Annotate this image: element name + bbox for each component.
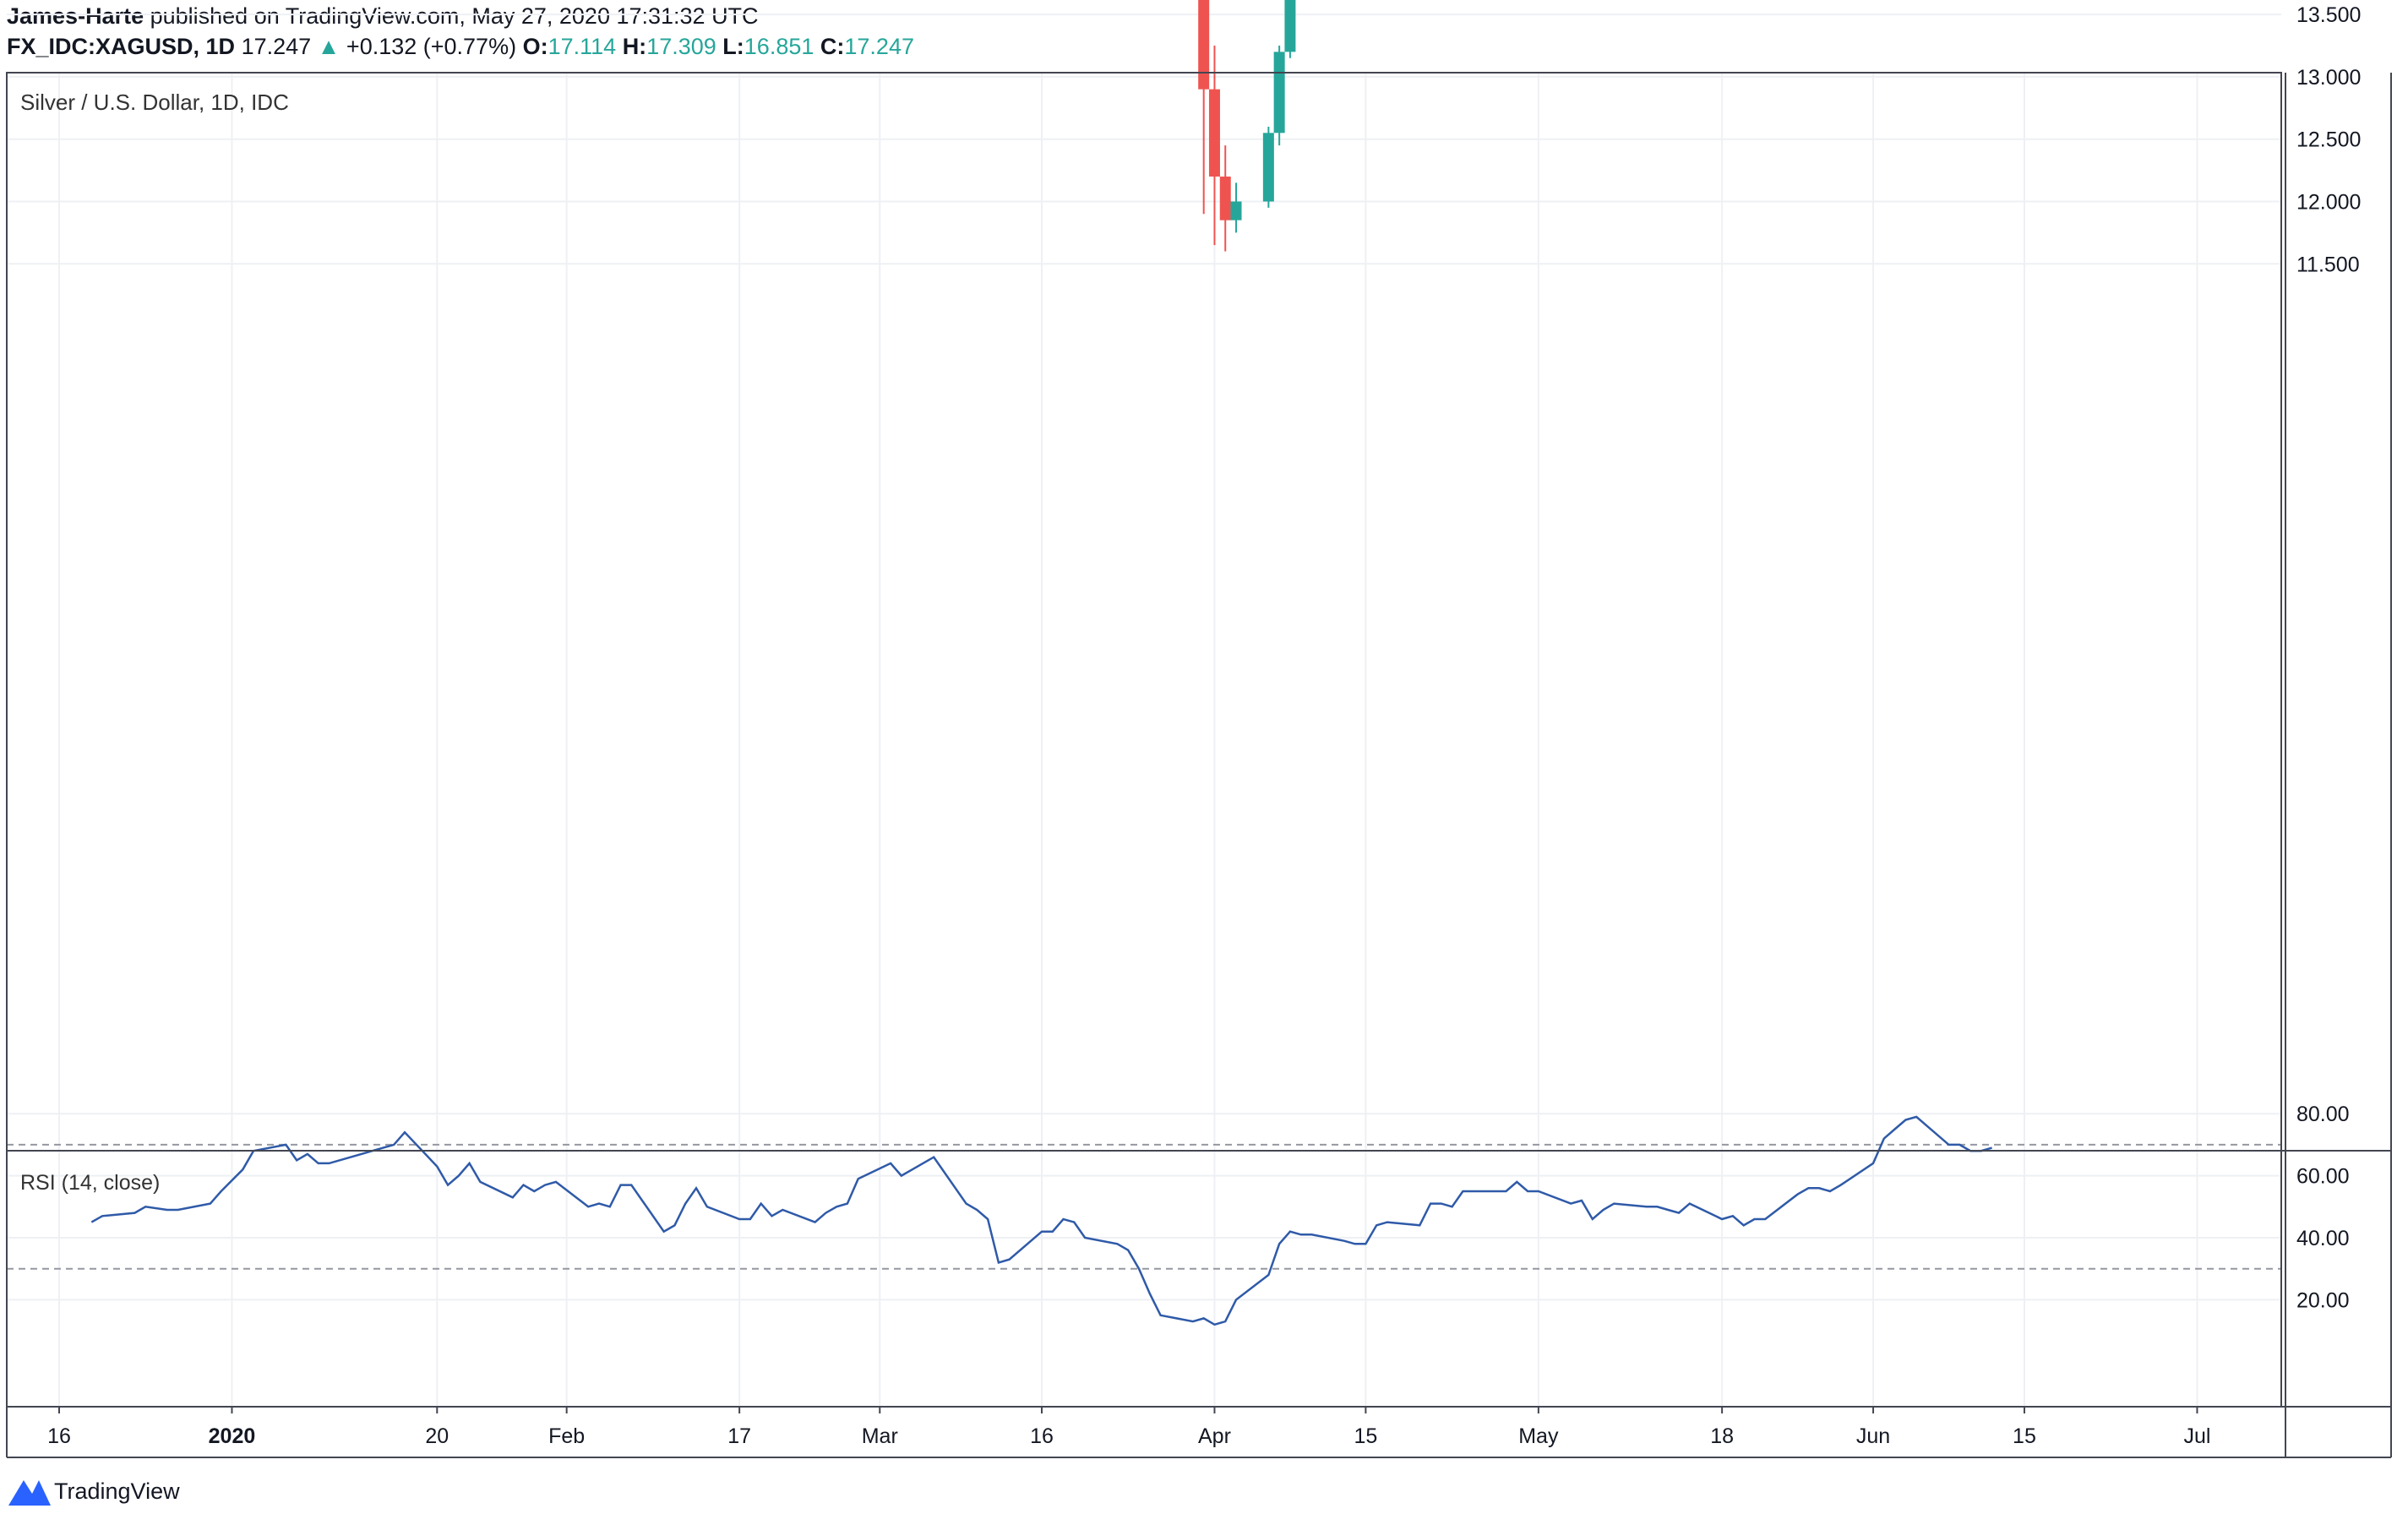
rsi-tick-label: 40.00 (2296, 1227, 2350, 1250)
publish-info: James-Harte published on TradingView.com… (7, 3, 759, 30)
candle (1284, 0, 1296, 58)
chart-frame (6, 72, 2392, 1458)
time-tick-label: Jul (2183, 1424, 2210, 1448)
candle (1198, 0, 1210, 215)
candle-body (1262, 133, 1274, 202)
rsi-title: RSI (14, close) (20, 1171, 160, 1195)
time-tick-label: 16 (47, 1424, 71, 1448)
symbol-legend: FX_IDC:XAGUSD, 1D 17.247 ▲ +0.132 (+0.77… (7, 34, 914, 60)
close-label: C: (820, 34, 845, 59)
price-tick-label: 12.500 (2296, 128, 2361, 152)
candle (1262, 126, 1274, 208)
low-label: L: (722, 34, 744, 59)
time-tick-label: Mar (862, 1424, 898, 1448)
arrow-up-icon: ▲ (317, 34, 340, 59)
candle (1208, 46, 1220, 246)
candle (1273, 46, 1285, 146)
rsi-tick-label: 20.00 (2296, 1288, 2350, 1312)
author-name[interactable]: James-Harte (7, 3, 144, 29)
rsi-line (90, 1115, 1992, 1326)
time-tick-label: 16 (1030, 1424, 1054, 1448)
time-axis[interactable]: 16 2020 20 Feb 17 Mar 16 Apr 15 May 18 Jun 15 Jul (47, 1407, 2210, 1448)
tradingview-logo-icon[interactable] (8, 1480, 51, 1506)
plot-border (6, 72, 2282, 1408)
candle-body (1284, 0, 1296, 52)
low-value: 16.851 (744, 34, 814, 59)
price-change: +0.132 (+0.77%) (346, 34, 517, 59)
time-tick-label: Feb (548, 1424, 585, 1448)
rsi-tick-label: 80.00 (2296, 1103, 2350, 1126)
candle (1219, 145, 1231, 252)
close-value: 17.247 (844, 34, 914, 59)
rsi-pane[interactable] (7, 1115, 2281, 1326)
time-tick-label: 2020 (209, 1424, 256, 1448)
last-price-value: 17.247 (241, 34, 312, 59)
price-tick-label: 11.500 (2296, 253, 2360, 276)
time-tick-label: 15 (1354, 1424, 1377, 1448)
time-tick-label: 20 (425, 1424, 449, 1448)
open-value: 17.114 (548, 34, 617, 59)
candle-body (1198, 0, 1210, 90)
symbol-name[interactable]: FX_IDC:XAGUSD, 1D (7, 34, 236, 59)
price-tick-label: 13.000 (2296, 66, 2361, 90)
time-tick-label: 18 (1710, 1424, 1734, 1448)
published-text: published on TradingView.com, May 27, 20… (150, 3, 759, 29)
price-tick-label: 13.500 (2296, 3, 2361, 27)
chart-title: Silver / U.S. Dollar, 1D, IDC (20, 90, 289, 115)
time-tick-label: 15 (2013, 1424, 2036, 1448)
time-tick-label: Apr (1198, 1424, 1231, 1448)
price-tick-label: 12.000 (2296, 191, 2361, 215)
rsi-tick-label: 60.00 (2296, 1165, 2350, 1189)
candle-body (1230, 201, 1242, 221)
high-label: H: (622, 34, 647, 59)
candle (1230, 182, 1242, 233)
brand-name[interactable]: TradingView (54, 1479, 180, 1504)
time-tick-label: Jun (1856, 1424, 1890, 1448)
open-label: O: (522, 34, 548, 59)
candle-body (1208, 89, 1220, 177)
time-tick-label: May (1518, 1424, 1559, 1448)
candle-body (1273, 52, 1285, 133)
time-tick-label: 17 (727, 1424, 751, 1448)
grid (7, 14, 2281, 1407)
price-axis[interactable]: 11.50012.00012.50013.00013.50014.00014.5… (2296, 0, 2361, 1312)
candle-body (1219, 176, 1231, 221)
high-value: 17.309 (646, 34, 716, 59)
candlesticks[interactable] (0, 0, 1997, 252)
